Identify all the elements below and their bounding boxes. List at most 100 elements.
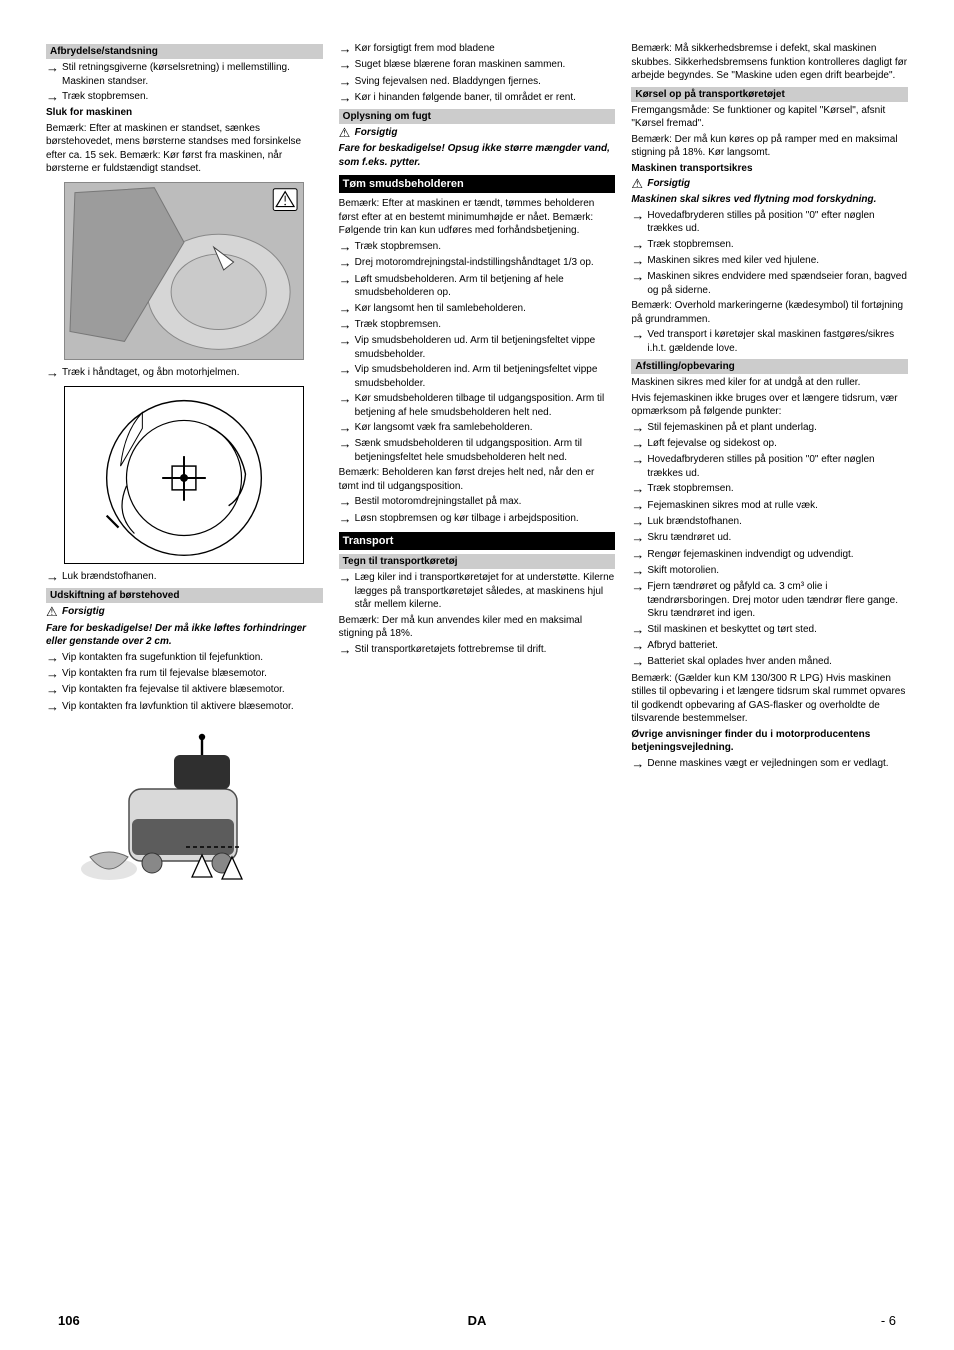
column-3: Bemærk: Må sikkerhedsbremse i defekt, sk… xyxy=(631,40,908,904)
text: Fjern tændrøret og påfyld ca. 3 cm³ olie… xyxy=(647,580,908,621)
list-item: →Luk brændstofhanen. xyxy=(631,515,908,529)
arrow-icon: → xyxy=(46,700,62,714)
list-item: →Suget blæse blærene foran maskinen samm… xyxy=(339,58,616,72)
arrow-icon: → xyxy=(631,639,647,653)
arrow-icon: → xyxy=(631,580,647,594)
footer-right: - 6 xyxy=(617,1313,896,1328)
arrow-icon: → xyxy=(631,515,647,529)
arrow-icon: → xyxy=(339,512,355,526)
text: Kør i hinanden følgende baner, til områd… xyxy=(355,91,616,105)
arrow-icon: → xyxy=(631,270,647,284)
list-item: →Løsn stopbremsen og kør tilbage i arbej… xyxy=(339,512,616,526)
paragraph: Bemærk: Der må kun anvendes kiler med en… xyxy=(339,614,616,641)
arrow-icon: → xyxy=(339,318,355,332)
text: Ved transport i køretøjer skal maskinen … xyxy=(647,328,908,355)
list-item: →Stil fejemaskinen på et plant underlag. xyxy=(631,421,908,435)
caution-text: Maskinen skal sikres ved flytning mod fo… xyxy=(631,193,908,207)
arrow-icon: → xyxy=(339,437,355,451)
arrow-icon: → xyxy=(631,564,647,578)
text: Kør smudsbeholderen tilbage til udgangsp… xyxy=(355,392,616,419)
caution-line: ⚠Forsigtig xyxy=(631,177,908,191)
text: Kør forsigtigt frem mod bladene xyxy=(355,42,616,56)
paragraph: Bemærk: (Gælder kun KM 130/300 R LPG) Hv… xyxy=(631,672,908,726)
arrow-icon: → xyxy=(339,91,355,105)
arrow-icon: → xyxy=(46,683,62,697)
heading-empty-container: Tøm smudsbeholderen xyxy=(339,175,616,193)
heading-inline: Sluk for maskinen xyxy=(46,106,323,120)
list-item: →Kør langsomt væk fra samlebeholderen. xyxy=(339,421,616,435)
arrow-icon: → xyxy=(339,334,355,348)
text: Stil fejemaskinen på et plant underlag. xyxy=(647,421,908,435)
heading-drive-onto: Kørsel op på transportkøretøjet xyxy=(631,87,908,102)
arrow-icon: → xyxy=(631,499,647,513)
list-item: →Drej motoromdrejningstal-indstillingshå… xyxy=(339,256,616,270)
caution-label: Forsigtig xyxy=(62,605,323,619)
arrow-icon: → xyxy=(339,392,355,406)
list-item: →Luk brændstofhanen. xyxy=(46,570,323,584)
list-item: →Skru tændrøret ud. xyxy=(631,531,908,545)
paragraph: Bemærk: Overhold markeringerne (kædesymb… xyxy=(631,299,908,326)
caution-text: Fare for beskadigelse! Opsug ikke større… xyxy=(339,142,616,169)
subheading: Sluk for maskinen xyxy=(46,107,132,118)
text: Maskinen sikres endvidere med spændseier… xyxy=(647,270,908,297)
arrow-icon: → xyxy=(631,209,647,223)
arrow-icon: → xyxy=(631,531,647,545)
list-item: →Træk i håndtaget, og åbn motorhjelmen. xyxy=(46,366,323,380)
text: Vip kontakten fra fejevalse til aktivere… xyxy=(62,683,323,697)
text: Hovedafbryderen stilles på position "0" … xyxy=(647,453,908,480)
text: Skift motorolien. xyxy=(647,564,908,578)
text: Luk brændstofhanen. xyxy=(62,570,323,584)
arrow-icon: → xyxy=(46,651,62,665)
text: Stil transportkøretøjets fottrebremse ti… xyxy=(355,643,616,657)
text: Løft fejevalse og sidekost op. xyxy=(647,437,908,451)
subheading: Maskinen transportsikres xyxy=(631,162,908,176)
list-item: →Vip smudsbeholderen ind. Arm til betjen… xyxy=(339,363,616,390)
text: Vip smudsbeholderen ind. Arm til betjeni… xyxy=(355,363,616,390)
text: Bestil motoromdrejningstallet på max. xyxy=(355,495,616,509)
list-item: →Hovedafbryderen stilles på position "0"… xyxy=(631,453,908,480)
list-item: →Hovedafbryderen stilles på position "0"… xyxy=(631,209,908,236)
heading-stop: Afbrydelse/standsning xyxy=(46,44,323,59)
list-item: →Læg kiler ind i transportkøretøjet for … xyxy=(339,571,616,612)
text: Vip kontakten fra sugefunktion til fejef… xyxy=(62,651,323,665)
list-item: →Fjern tændrøret og påfyld ca. 3 cm³ oli… xyxy=(631,580,908,621)
list-item: →Løft fejevalse og sidekost op. xyxy=(631,437,908,451)
arrow-icon: → xyxy=(631,328,647,342)
list-item: →Maskinen sikres med kiler ved hjulene. xyxy=(631,254,908,268)
arrow-icon: → xyxy=(339,256,355,270)
text: Træk stopbremsen. xyxy=(62,90,323,104)
list-item: →Træk stopbremsen. xyxy=(339,318,616,332)
arrow-icon: → xyxy=(631,757,647,771)
language-code: DA xyxy=(337,1313,616,1328)
list-item: →Maskinen sikres endvidere med spændseie… xyxy=(631,270,908,297)
text: Kør langsomt hen til samlebeholderen. xyxy=(355,302,616,316)
list-item: →Vip smudsbeholderen ud. Arm til betjeni… xyxy=(339,334,616,361)
arrow-icon: → xyxy=(46,570,62,584)
list-item: →Løft smudsbeholderen. Arm til betjening… xyxy=(339,273,616,300)
paragraph: Bemærk: Må sikkerhedsbremse i defekt, sk… xyxy=(631,42,908,83)
text: Stil retningsgiverne (kørselsretning) i … xyxy=(62,61,323,88)
figure-fuel-valve xyxy=(64,386,304,564)
text: Afbryd batteriet. xyxy=(647,639,908,653)
text: Træk stopbremsen. xyxy=(647,238,908,252)
list-item: →Træk stopbremsen. xyxy=(631,482,908,496)
list-item: →Træk stopbremsen. xyxy=(631,238,908,252)
list-item: →Bestil motoromdrejningstallet på max. xyxy=(339,495,616,509)
arrow-icon: → xyxy=(631,421,647,435)
arrow-icon: → xyxy=(631,655,647,669)
text: Træk stopbremsen. xyxy=(355,240,616,254)
arrow-icon: → xyxy=(631,453,647,467)
text: Vip kontakten fra løvfunktion til aktive… xyxy=(62,700,323,714)
list-item: →Stil retningsgiverne (kørselsretning) i… xyxy=(46,61,323,88)
heading-brush-head: Udskiftning af børstehoved xyxy=(46,588,323,603)
list-item: →Vip kontakten fra fejevalse til aktiver… xyxy=(46,683,323,697)
page-footer: 106 DA - 6 xyxy=(0,1313,954,1328)
text: Kør langsomt væk fra samlebeholderen. xyxy=(355,421,616,435)
paragraph: Hvis fejemaskinen ikke bruges over et læ… xyxy=(631,392,908,419)
text: Denne maskines vægt er vejledningen som … xyxy=(647,757,908,771)
text: Træk stopbremsen. xyxy=(647,482,908,496)
sweeper-illustration xyxy=(74,729,294,889)
list-item: →Denne maskines vægt er vejledningen som… xyxy=(631,757,908,771)
arrow-icon: → xyxy=(339,42,355,56)
fuel-valve-illustration xyxy=(65,386,303,564)
